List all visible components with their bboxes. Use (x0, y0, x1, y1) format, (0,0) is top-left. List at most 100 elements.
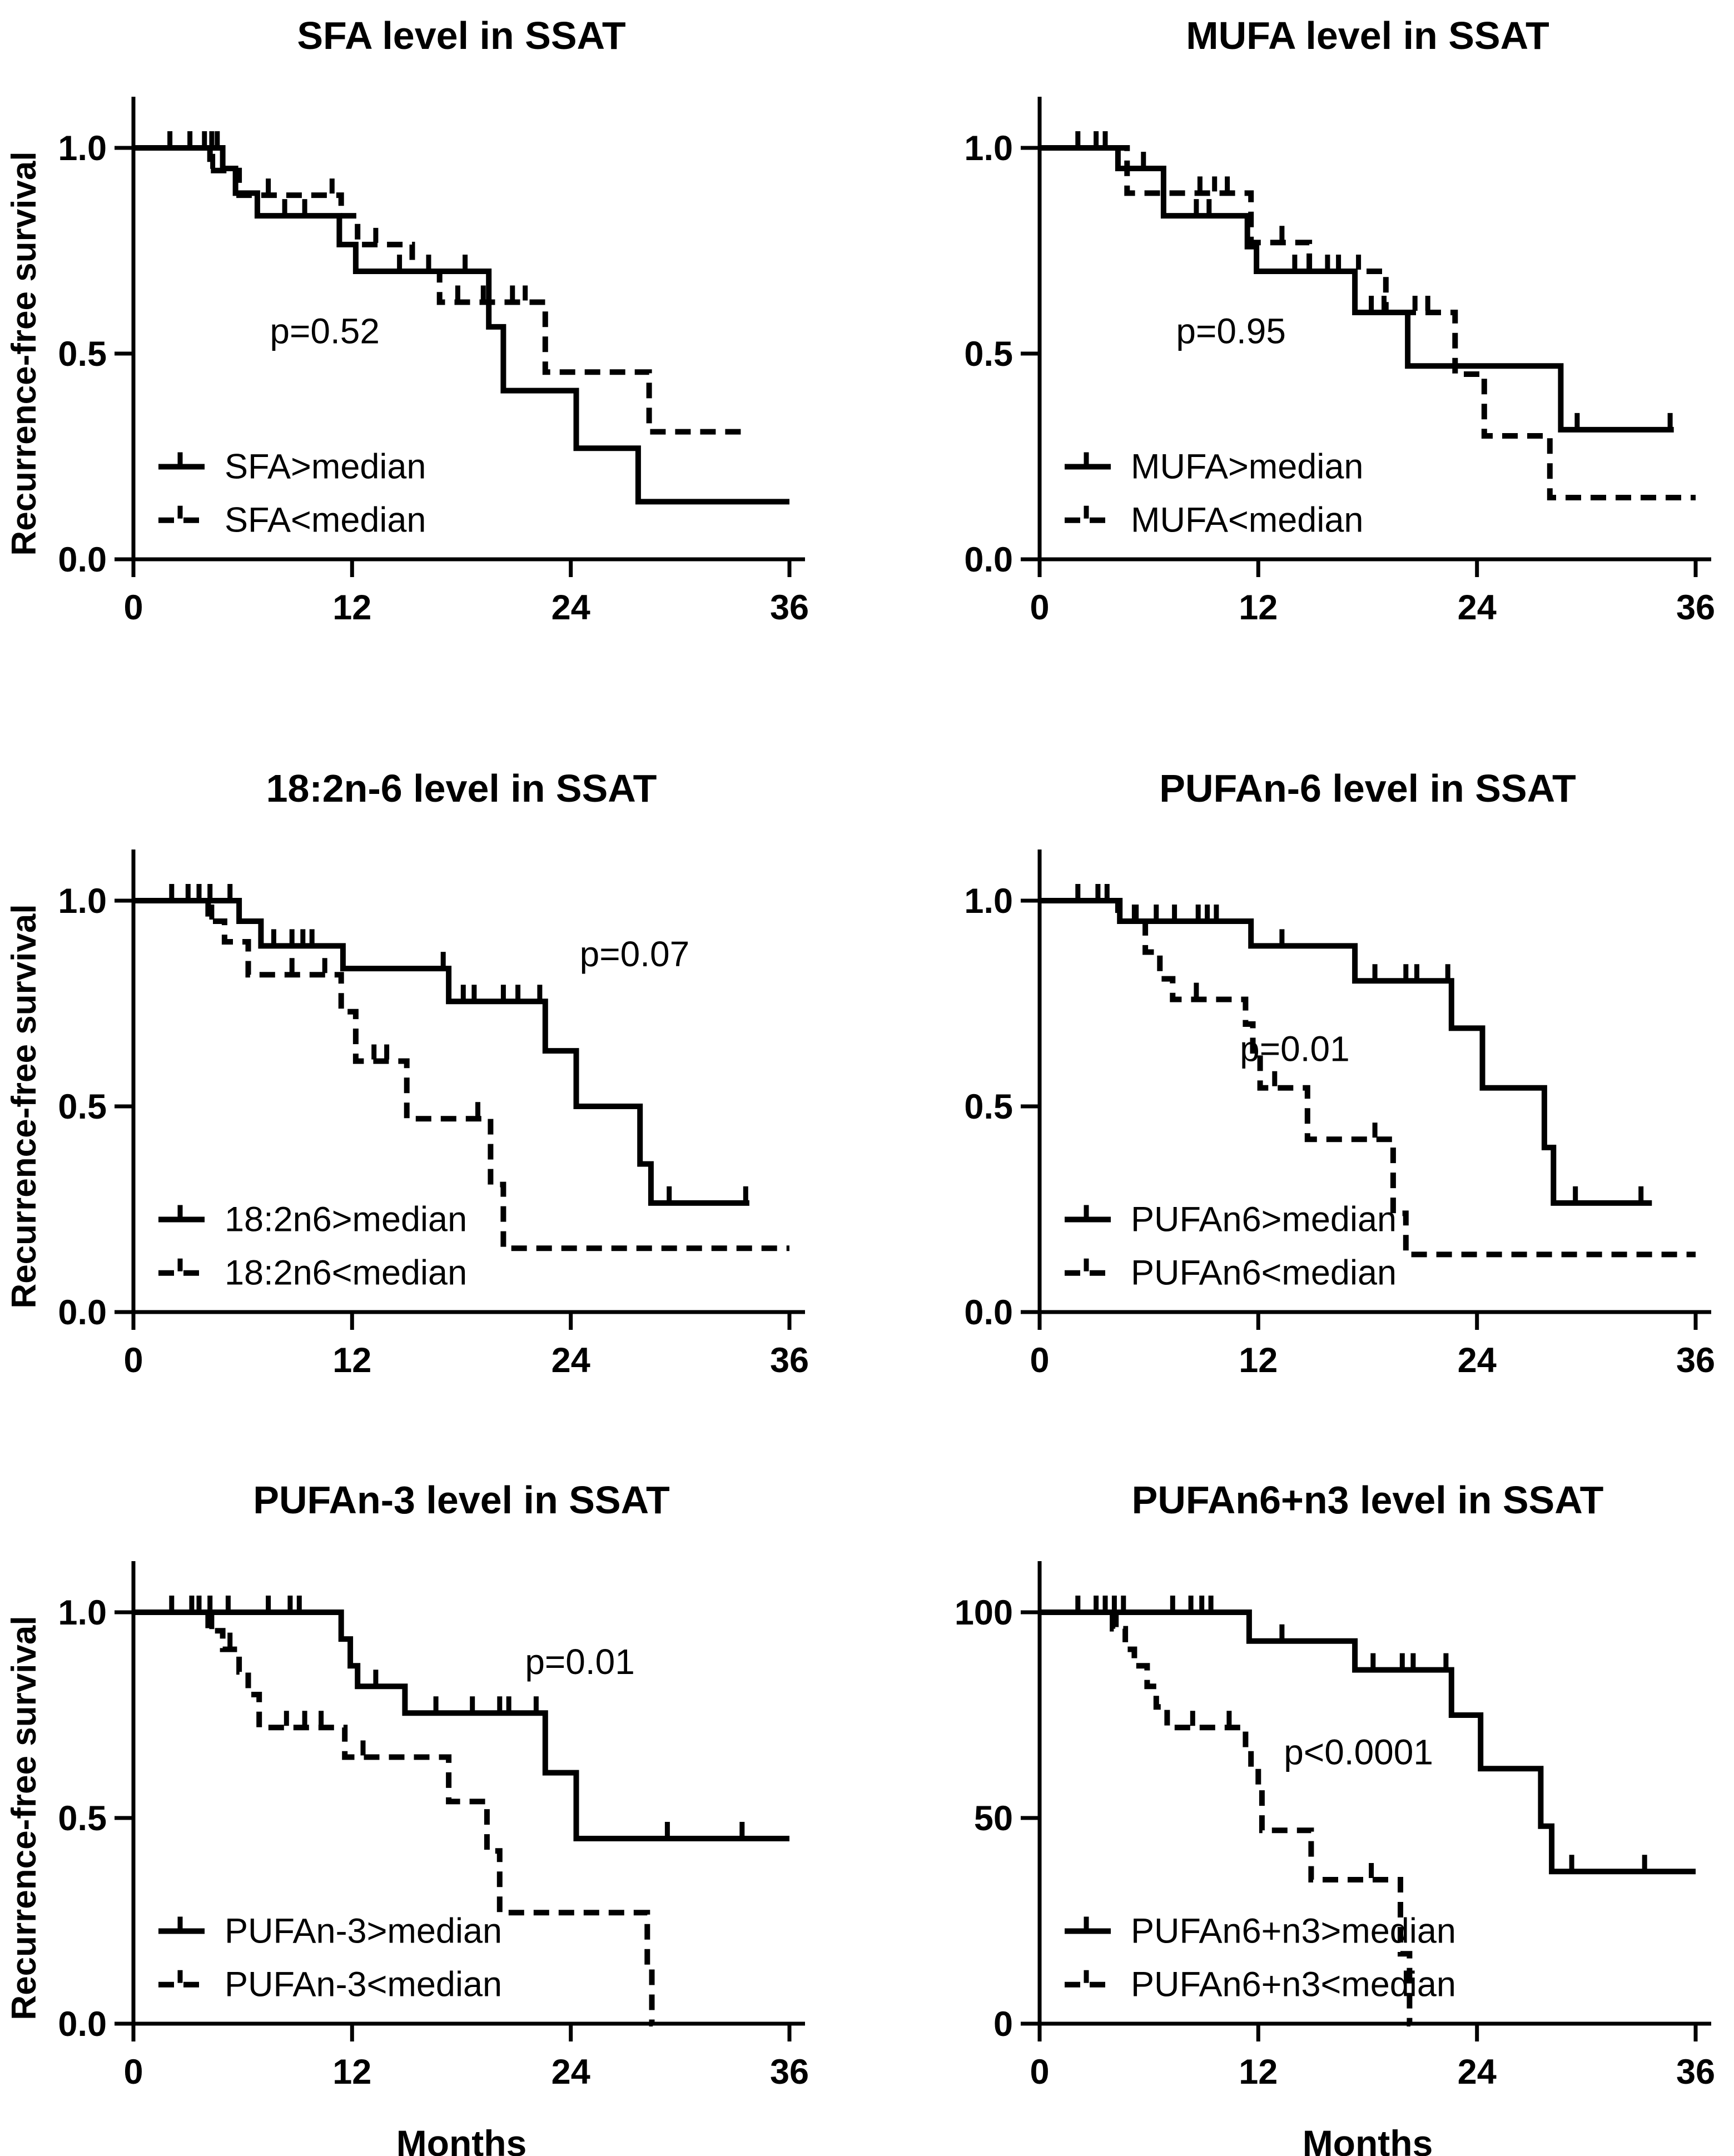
y-tick-label: 0.0 (964, 540, 1013, 579)
censor-ticks (1075, 131, 1673, 428)
legend-item (158, 452, 205, 470)
y-tick-label: 1.0 (58, 129, 107, 168)
p-value-label: p=0.01 (525, 1642, 635, 1682)
y-tick-label: 1.0 (58, 1593, 107, 1632)
x-tick-label: 12 (1239, 588, 1278, 627)
x-tick-label: 36 (770, 2053, 809, 2092)
y-tick-label: 1.0 (964, 882, 1013, 921)
legend-label: PUFAn-3>median (225, 1912, 502, 1951)
chart-title: SFA level in SSAT (297, 14, 625, 57)
legend-item (1065, 1205, 1111, 1223)
chart-title: PUFAn6+n3 level in SSAT (1132, 1478, 1604, 1522)
x-axis-label: Months (1303, 2123, 1433, 2156)
x-tick-label: 0 (1030, 588, 1049, 627)
legend-item (158, 505, 205, 523)
x-tick-label: 12 (332, 588, 371, 627)
p-value-label: p=0.07 (580, 934, 690, 974)
panel-pufan-3: PUFAn-3 level in SSAT 1.0 0.5 0.0 0 12 24 36 Rec… (0, 1468, 867, 2156)
x-axis-label: Months (396, 2123, 527, 2156)
legend-label: SFA<median (225, 501, 426, 540)
legend-item (158, 1205, 205, 1223)
censor-ticks (1131, 905, 1378, 1138)
x-tick-label: 36 (1676, 2053, 1715, 2092)
panel-mufa: MUFA level in SSAT 1.0 0.5 0.0 0 12 24 36 p=0.95… (906, 3, 1734, 726)
x-tick-label: 36 (770, 1341, 809, 1380)
legend-item (158, 1258, 205, 1276)
y-tick-label: 0.0 (58, 2005, 107, 2044)
series-line-solid (1040, 145, 1674, 433)
x-tick-label: 36 (770, 588, 809, 627)
series-line-solid (1040, 1609, 1696, 1875)
legend-label: PUFAn6>median (1131, 1200, 1397, 1239)
legend-label: PUFAn6<median (1131, 1254, 1397, 1293)
p-value-label: p=0.52 (270, 311, 380, 351)
series-line-dashed (133, 898, 789, 1251)
legend-label: PUFAn6+n3>median (1131, 1912, 1456, 1951)
km-chart-mufa: MUFA level in SSAT 1.0 0.5 0.0 0 12 24 36 p=0.95… (964, 14, 1715, 627)
series-line-dashed (1040, 898, 1696, 1258)
y-tick-label: 0.0 (58, 1293, 107, 1332)
p-value-label: p=0.01 (1240, 1029, 1350, 1069)
y-tick-label: 0 (993, 2005, 1013, 2044)
censor-ticks (209, 905, 480, 1117)
panel-pufan-6: PUFAn-6 level in SSAT 1.0 0.5 0.0 0 12 24 36 p=0… (906, 756, 1734, 1479)
censor-ticks (1114, 1612, 1374, 1878)
censor-ticks (167, 131, 468, 270)
chart-title: PUFAn-6 level in SSAT (1159, 767, 1576, 810)
y-tick-label: 0.0 (58, 540, 107, 579)
legend-label: PUFAn-3<median (225, 1965, 502, 2004)
chart-title: PUFAn-3 level in SSAT (253, 1478, 669, 1522)
x-tick-label: 12 (1239, 1341, 1278, 1380)
y-tick-label: 50 (974, 1799, 1013, 1838)
series-line-solid (1040, 898, 1652, 1206)
y-axis-label: Recurrence-free survival (5, 151, 43, 555)
censor-ticks (1197, 176, 1430, 311)
y-axis-label: Recurrence-free survival (5, 1616, 43, 2020)
legend-item (1065, 452, 1111, 470)
x-tick-label: 12 (332, 1341, 371, 1380)
x-tick-label: 0 (123, 588, 143, 627)
y-tick-label: 1.0 (964, 129, 1013, 168)
x-tick-label: 24 (1458, 1341, 1497, 1380)
series-line-dashed (133, 145, 748, 435)
chart-title: 18:2n-6 level in SSAT (266, 767, 657, 810)
censor-ticks (1075, 1596, 1647, 1870)
censor-ticks (1075, 884, 1644, 1201)
p-value-label: p=0.95 (1176, 311, 1286, 351)
censor-ticks (169, 884, 748, 1201)
legend-label: 18:2n6<median (225, 1254, 467, 1293)
x-tick-label: 24 (551, 588, 590, 627)
panel-pufan6-n3: PUFAn6+n3 level in SSAT 100 50 0 0 12 24 36 Mont… (906, 1468, 1734, 2156)
x-tick-label: 36 (1676, 1341, 1715, 1380)
legend-item (158, 1916, 205, 1934)
y-tick-label: 0.5 (58, 335, 107, 374)
censor-ticks (169, 1596, 745, 1837)
y-tick-label: 1.0 (58, 882, 107, 921)
series-line-solid (133, 145, 789, 505)
y-tick-label: 0.5 (58, 1799, 107, 1838)
x-tick-label: 12 (332, 2053, 371, 2092)
p-value-label: p<0.0001 (1284, 1732, 1433, 1772)
x-tick-label: 24 (1458, 2053, 1497, 2092)
x-tick-label: 0 (1030, 2053, 1049, 2092)
series-line-solid (133, 1609, 789, 1841)
y-axis-label: Recurrence-free survival (5, 904, 43, 1308)
y-tick-label: 0.5 (964, 1087, 1013, 1126)
x-tick-label: 12 (1239, 2053, 1278, 2092)
series-line-dashed (1040, 1609, 1413, 2026)
legend-label: PUFAn6+n3<median (1131, 1965, 1456, 2004)
x-tick-label: 24 (551, 2053, 590, 2092)
legend-item (158, 1970, 205, 1988)
x-tick-label: 36 (1676, 588, 1715, 627)
legend-label: 18:2n6>median (225, 1200, 467, 1239)
y-tick-label: 0.5 (58, 1087, 107, 1126)
legend-label: MUFA>median (1131, 448, 1363, 486)
panel-sfa: SFA level in SSAT 1.0 0.5 0.0 0 12 24 36 Recurre… (0, 3, 867, 726)
km-chart-18-2n6: 18:2n-6 level in SSAT 1.0 0.5 0.0 0 12 24 36 Rec… (5, 767, 809, 1380)
legend-item (1065, 1970, 1111, 1988)
x-tick-label: 24 (551, 1341, 590, 1380)
legend-item (1065, 1916, 1111, 1934)
y-tick-label: 0.0 (964, 1293, 1013, 1332)
legend-label: MUFA<median (1131, 501, 1363, 540)
